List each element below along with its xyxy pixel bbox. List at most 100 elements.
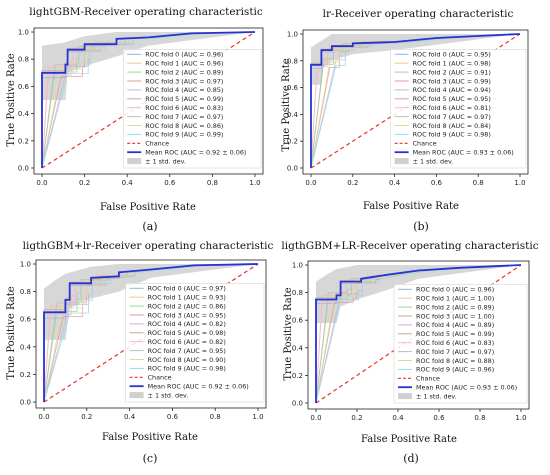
legend-entry-std: ± 1 std. dev. <box>413 157 454 165</box>
legend-entry-fold-8: ROC fold 8 (AUC = 0.86) <box>145 122 223 130</box>
y-tick-label: 0.2 <box>287 138 298 146</box>
x-tick-label: 1.0 <box>514 179 525 187</box>
x-tick-label: 0.6 <box>431 179 443 187</box>
fold-curve-9 <box>310 33 521 169</box>
x-tick-label: 1.0 <box>515 414 526 422</box>
legend-swatch-std <box>398 393 412 400</box>
x-tick-label: 0.6 <box>164 179 176 187</box>
mean-roc-line <box>41 31 256 168</box>
legend-entry-chance: Chance <box>416 375 440 383</box>
legend-entry-std: ± 1 std. dev. <box>145 157 186 165</box>
legend-swatch-std <box>129 392 144 399</box>
x-tick-label: 1.0 <box>249 179 260 187</box>
x-tick-label: 0.0 <box>310 414 321 422</box>
y-tick-label: 0.8 <box>20 288 31 296</box>
panel-d: ligthGBM+LR-Receiver operating character… <box>281 240 538 465</box>
y-tick-label: 0.8 <box>287 57 298 65</box>
legend-entry-mean: Mean ROC (AUC = 0.93 ± 0.06) <box>413 149 514 157</box>
legend-swatch-std <box>394 158 409 165</box>
y-tick-label: 1.0 <box>20 261 31 269</box>
x-tick-label: 0.0 <box>38 413 49 421</box>
y-axis-label: True Positive Rate <box>6 53 17 146</box>
x-tick-label: 0.6 <box>167 413 179 421</box>
legend-box <box>393 284 528 404</box>
x-axis-label: False Positive Rate <box>102 432 198 443</box>
legend-entry-fold-0: ROC fold 0 (AUC = 0.97) <box>148 285 226 293</box>
y-tick-label: 0.2 <box>292 372 303 380</box>
legend-entry-fold-0: ROC fold 0 (AUC = 0.95) <box>413 51 491 59</box>
legend-entry-fold-6: ROC fold 6 (AUC = 0.83) <box>145 104 223 112</box>
y-tick-label: 1.0 <box>292 262 303 270</box>
y-tick-label: 0.0 <box>292 400 303 408</box>
chart-title: ligthGBM+LR-Receiver operating character… <box>281 240 538 252</box>
legend-entry-fold-1: ROC fold 1 (AUC = 1.00) <box>416 295 494 303</box>
y-tick-label: 0.6 <box>18 83 30 91</box>
legend-swatch-std <box>127 158 142 165</box>
y-axis-label: True Positive Rate <box>6 286 17 379</box>
x-tick-label: 0.8 <box>207 179 218 187</box>
legend-entry-fold-8: ROC fold 8 (AUC = 0.88) <box>416 357 494 365</box>
legend-entry-fold-9: ROC fold 9 (AUC = 0.99) <box>145 131 223 139</box>
x-tick-label: 0.0 <box>36 179 47 187</box>
legend-entry-fold-0: ROC fold 0 (AUC = 0.96) <box>416 286 494 294</box>
legend-entry-fold-4: ROC fold 4 (AUC = 0.85) <box>145 86 223 94</box>
y-axis-label: True Positive Rate <box>283 287 294 380</box>
y-tick-label: 0.0 <box>20 399 31 407</box>
fold-curve-9 <box>43 263 259 403</box>
legend-entry-fold-3: ROC fold 3 (AUC = 0.95) <box>148 311 226 319</box>
legend-entry-fold-8: ROC fold 8 (AUC = 0.84) <box>413 122 491 130</box>
legend-entry-fold-5: ROC fold 5 (AUC = 0.99) <box>145 95 223 103</box>
legend-entry-mean: Mean ROC (AUC = 0.92 ± 0.06) <box>148 383 249 391</box>
y-tick-label: 0.4 <box>18 110 30 118</box>
legend-entry-chance: Chance <box>145 140 169 148</box>
chart-title: ligthGBM+lr-Receiver operating character… <box>23 240 274 252</box>
legend-entry-fold-6: ROC fold 6 (AUC = 0.82) <box>148 338 226 346</box>
y-axis-label: True Positive Rate <box>281 58 292 151</box>
legend-entry-fold-3: ROC fold 3 (AUC = 1.00) <box>416 312 494 320</box>
x-tick-label: 0.2 <box>351 414 362 422</box>
legend-entry-fold-0: ROC fold 0 (AUC = 0.96) <box>145 51 223 59</box>
y-tick-label: 0.6 <box>292 317 304 325</box>
mean-roc-line <box>315 264 522 403</box>
y-tick-label: 0.2 <box>18 137 29 145</box>
legend-entry-fold-9: ROC fold 9 (AUC = 0.98) <box>148 365 226 373</box>
std-band <box>42 32 255 100</box>
x-axis-label: False Positive Rate <box>361 434 457 445</box>
x-tick-label: 0.2 <box>81 413 92 421</box>
legend-box <box>390 49 527 169</box>
panel-caption: (b) <box>413 220 429 233</box>
legend-entry-fold-9: ROC fold 9 (AUC = 0.96) <box>416 366 494 374</box>
legend-box <box>125 283 265 403</box>
y-tick-label: 1.0 <box>287 31 298 39</box>
legend-entry-fold-4: ROC fold 4 (AUC = 0.89) <box>416 321 494 329</box>
x-tick-label: 0.8 <box>474 414 485 422</box>
y-tick-label: 0.2 <box>20 371 31 379</box>
panel-a: lightGBM-Receiver operating characterist… <box>6 6 264 233</box>
legend-entry-fold-8: ROC fold 8 (AUC = 0.90) <box>148 356 226 364</box>
panel-c: ligthGBM+lr-Receiver operating character… <box>6 240 273 465</box>
x-axis-label: False Positive Rate <box>363 201 459 212</box>
y-tick-label: 0.4 <box>20 343 32 351</box>
legend-entry-fold-1: ROC fold 1 (AUC = 0.98) <box>413 60 491 68</box>
y-tick-label: 0.8 <box>18 56 29 64</box>
x-tick-label: 0.4 <box>124 413 136 421</box>
legend-entry-fold-2: ROC fold 2 (AUC = 0.89) <box>145 68 223 76</box>
legend-entry-fold-3: ROC fold 3 (AUC = 0.99) <box>413 77 491 85</box>
legend-entry-fold-4: ROC fold 4 (AUC = 0.82) <box>148 320 226 328</box>
y-tick-label: 0.8 <box>292 289 303 297</box>
x-tick-label: 0.8 <box>210 413 221 421</box>
x-tick-label: 0.4 <box>122 179 134 187</box>
legend-entry-fold-7: ROC fold 7 (AUC = 0.97) <box>416 348 494 356</box>
mean-roc-line <box>310 33 521 168</box>
legend-entry-std: ± 1 std. dev. <box>148 391 189 399</box>
x-tick-label: 0.0 <box>305 179 316 187</box>
panel-caption: (a) <box>142 220 157 233</box>
x-tick-label: 0.2 <box>79 179 90 187</box>
legend-entry-fold-6: ROC fold 6 (AUC = 0.83) <box>416 339 494 347</box>
panel-b: lr-Receiver operating characteristic Fal… <box>281 8 529 233</box>
legend-entry-chance: Chance <box>148 374 172 382</box>
mean-roc-line <box>43 263 259 402</box>
legend-entry-fold-6: ROC fold 6 (AUC = 0.81) <box>413 104 491 112</box>
x-tick-label: 0.2 <box>347 179 358 187</box>
legend-entry-fold-2: ROC fold 2 (AUC = 0.89) <box>416 303 494 311</box>
